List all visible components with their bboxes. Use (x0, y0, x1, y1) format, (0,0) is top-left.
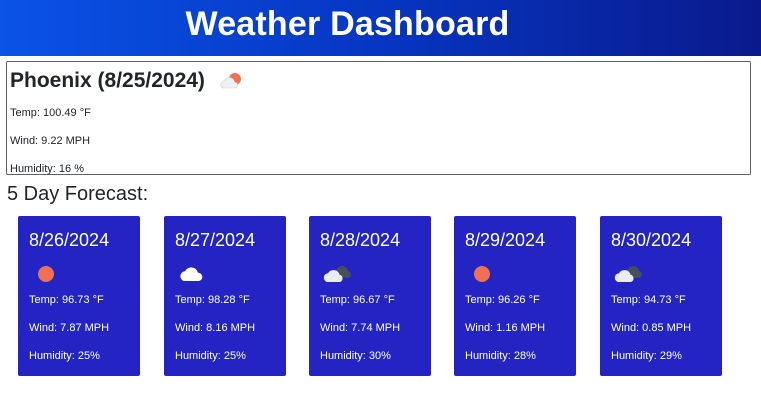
forecast-date: 8/28/2024 (320, 230, 401, 250)
forecast-wind: Wind: 7.87 MPH (29, 322, 110, 334)
dark-cloud-icon (323, 266, 351, 282)
forecast-humidity: Humidity: 30% (320, 350, 391, 362)
sun-icon (474, 266, 490, 282)
current-wind: Wind: 9.22 MPH (10, 135, 91, 147)
forecast-humidity: Humidity: 28% (465, 350, 536, 362)
app-header: Weather Dashboard (0, 0, 761, 56)
dark-cloud-icon (614, 266, 642, 282)
forecast-card: 8/28/2024 Temp: 96.67 °F Wind: 7.74 MPH … (309, 216, 431, 376)
forecast-temp: Temp: 96.67 °F (320, 294, 395, 306)
current-humidity: Humidity: 16 % (10, 163, 84, 175)
forecast-wind: Wind: 1.16 MPH (465, 322, 546, 334)
forecast-temp: Temp: 96.26 °F (465, 294, 540, 306)
forecast-date: 8/26/2024 (29, 230, 110, 250)
forecast-temp: Temp: 96.73 °F (29, 294, 104, 306)
forecast-humidity: Humidity: 25% (29, 350, 100, 362)
forecast-card: 8/27/2024 Temp: 98.28 °F Wind: 8.16 MPH … (164, 216, 286, 376)
forecast-date: 8/29/2024 (465, 230, 546, 250)
forecast-humidity: Humidity: 29% (611, 350, 682, 362)
current-city-date: Phoenix (8/25/2024) (10, 69, 205, 92)
forecast-heading: 5 Day Forecast: (7, 183, 149, 205)
cloud-icon (180, 267, 203, 281)
forecast-card: 8/29/2024 Temp: 96.26 °F Wind: 1.16 MPH … (454, 216, 576, 376)
forecast-date: 8/30/2024 (611, 230, 692, 250)
forecast-humidity: Humidity: 25% (175, 350, 246, 362)
current-weather-panel: Phoenix (8/25/2024) Temp: 100.49 °F Wind… (6, 61, 751, 175)
sun-cloud-icon (220, 73, 241, 89)
forecast-card: 8/30/2024 Temp: 94.73 °F Wind: 0.85 MPH … (600, 216, 722, 376)
forecast-wind: Wind: 0.85 MPH (611, 322, 692, 334)
forecast-temp: Temp: 94.73 °F (611, 294, 686, 306)
current-temp: Temp: 100.49 °F (10, 107, 91, 119)
page-title: Weather Dashboard (185, 5, 510, 43)
forecast-wind: Wind: 8.16 MPH (175, 322, 256, 334)
forecast-card: 8/26/2024 Temp: 96.73 °F Wind: 7.87 MPH … (18, 216, 140, 376)
forecast-temp: Temp: 98.28 °F (175, 294, 250, 306)
sun-icon (38, 266, 54, 282)
forecast-date: 8/27/2024 (175, 230, 256, 250)
forecast-wind: Wind: 7.74 MPH (320, 322, 401, 334)
